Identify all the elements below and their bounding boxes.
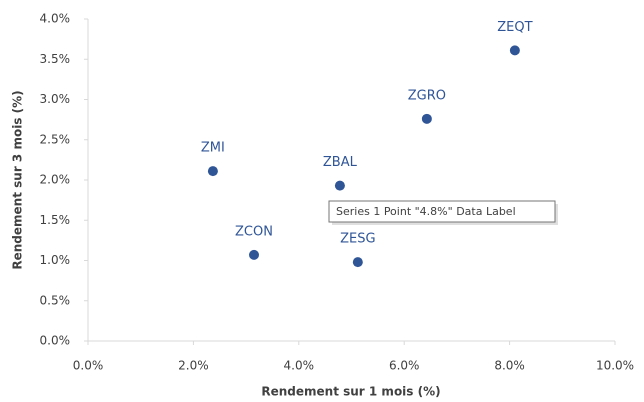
- point-label: ZBAL: [323, 155, 358, 170]
- x-tick-label: 4.0%: [284, 359, 315, 373]
- y-tick-label: 4.0%: [40, 12, 71, 26]
- point: [509, 45, 520, 56]
- x-tick-label: 2.0%: [178, 359, 209, 373]
- y-axis-title: Rendement sur 3 mois (%): [11, 90, 25, 269]
- point-label: ZCON: [235, 224, 273, 239]
- y-tick-label: 0.0%: [40, 334, 71, 348]
- x-axis-title: Rendement sur 1 mois (%): [261, 385, 440, 399]
- point: [207, 166, 218, 177]
- point: [249, 249, 260, 260]
- x-tick-label: 6.0%: [389, 359, 420, 373]
- point-label: ZMI: [201, 141, 225, 156]
- y-tick-label: 3.5%: [40, 52, 71, 66]
- point-label: ZGRO: [408, 88, 446, 103]
- point: [352, 257, 363, 268]
- tooltip-box: [328, 200, 556, 223]
- point-label: ZEQT: [497, 20, 532, 35]
- y-tick-label: 2.5%: [40, 132, 71, 146]
- point-label: ZESG: [340, 232, 375, 247]
- tooltip-text: Series 1 Point "4.8%" Data Label: [336, 205, 516, 218]
- y-tick-label: 1.5%: [40, 213, 71, 227]
- x-tick-label: 10.0%: [596, 359, 634, 373]
- y-tick-label: 2.0%: [40, 173, 71, 187]
- y-tick-label: 3.0%: [40, 92, 71, 106]
- point: [421, 113, 432, 124]
- point: [334, 180, 345, 191]
- y-tick-label: 0.5%: [40, 293, 71, 307]
- y-tick-label: 1.0%: [40, 253, 71, 267]
- x-tick-label: 0.0%: [73, 359, 104, 373]
- x-tick-label: 8.0%: [494, 359, 525, 373]
